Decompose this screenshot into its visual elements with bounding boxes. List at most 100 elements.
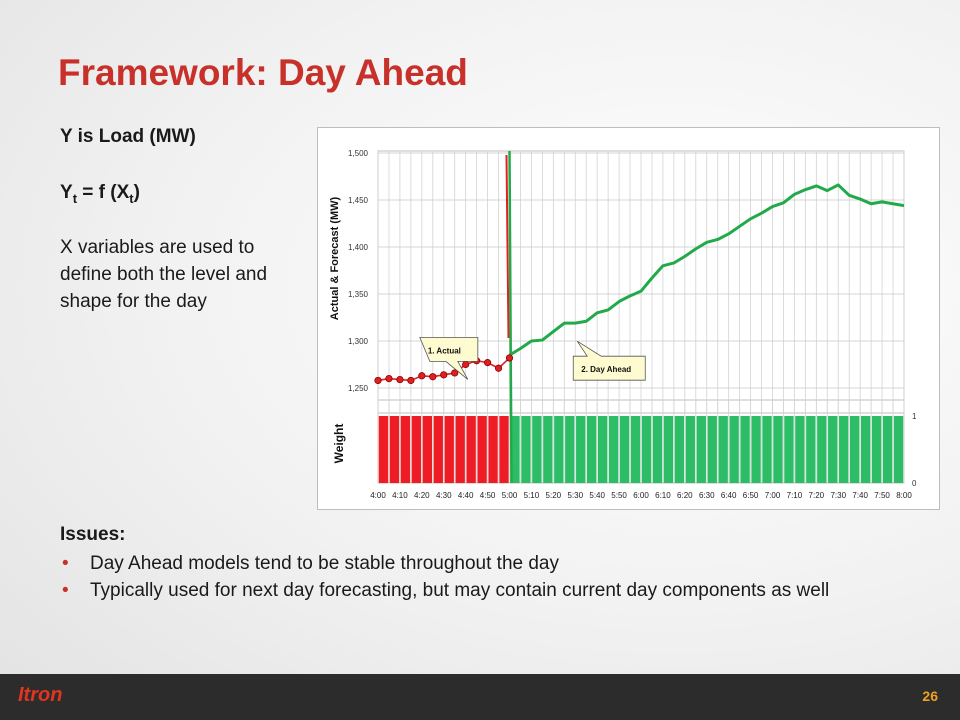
actual-divider-line xyxy=(505,154,510,339)
actual-point xyxy=(396,375,404,384)
x-tick-label: 5:40 xyxy=(589,491,605,500)
forecast-callout-box xyxy=(572,340,646,381)
y-tick-label: 1,300 xyxy=(348,337,369,346)
weight-axis-title: Weight xyxy=(332,424,346,464)
forecast-callout-label: 2. Day Ahead xyxy=(581,365,631,374)
eq-close: ) xyxy=(133,182,140,203)
y-tick-label: 1,400 xyxy=(348,243,369,252)
weight-bar xyxy=(543,416,553,483)
weight-bar xyxy=(674,416,685,483)
weight-bar xyxy=(871,416,882,483)
weight-bar xyxy=(630,416,641,483)
weight-bar xyxy=(893,416,904,483)
x-tick-label: 4:50 xyxy=(480,491,496,500)
weight-bar xyxy=(521,416,531,483)
actual-point xyxy=(385,375,393,383)
issues-list: • Day Ahead models tend to be stable thro… xyxy=(60,550,860,604)
eq-sub-t1: t xyxy=(72,190,78,206)
x-tick-label: 4:40 xyxy=(458,491,474,500)
weight-bar xyxy=(608,416,619,483)
x-tick-label: 7:30 xyxy=(830,491,846,500)
actual-point xyxy=(374,376,382,385)
weight-bar xyxy=(532,416,542,483)
bullet-icon: • xyxy=(62,553,69,574)
weight-bar xyxy=(707,416,717,483)
weight-bar xyxy=(400,416,411,483)
weight-bar xyxy=(499,416,509,483)
chart-svg: 1,500 1,450 1,400 1,350 1,300 1,250 Actual & F… xyxy=(329,149,917,500)
issue-item: • Day Ahead models tend to be stable thro… xyxy=(60,550,860,577)
actual-point xyxy=(505,354,514,362)
weight-bar xyxy=(554,416,564,483)
weight-bar xyxy=(817,416,827,483)
weight-bar xyxy=(784,416,794,483)
weight-bar xyxy=(433,416,443,483)
y-tick-label: 1,450 xyxy=(348,196,369,205)
weight-bar xyxy=(576,416,586,483)
eq-sub-t2: t xyxy=(129,190,134,206)
weight-bar xyxy=(828,416,838,483)
weight-bar xyxy=(389,416,400,483)
weight-bar xyxy=(444,416,454,483)
footer-bar: Itron 26 xyxy=(0,674,960,720)
forecast-line xyxy=(508,183,905,357)
x-tick-label: 6:00 xyxy=(633,491,649,500)
x-tick-label: 4:20 xyxy=(414,491,430,500)
weight-bar xyxy=(696,416,706,483)
x-tick-label: 5:00 xyxy=(502,491,518,500)
x-tick-label: 4:10 xyxy=(392,491,408,500)
x-variables-description: X variables are used to define both the … xyxy=(60,237,268,312)
x-tick-label: 6:30 xyxy=(699,491,715,500)
x-tick-label: 5:30 xyxy=(567,491,583,500)
weight-bar xyxy=(477,416,487,483)
x-tick-label: 6:10 xyxy=(655,491,671,500)
weight-bar xyxy=(839,416,849,483)
actual-point xyxy=(483,359,492,367)
x-tick-label: 4:00 xyxy=(370,491,386,500)
weight-bar xyxy=(422,416,432,483)
weight-bar xyxy=(850,416,860,483)
x-tick-label: 6:20 xyxy=(677,491,693,500)
actual-callout-label: 1. Actual xyxy=(428,346,461,355)
weight-bar xyxy=(488,416,498,483)
actual-point xyxy=(451,369,459,377)
eq-y: Y xyxy=(60,182,73,203)
itron-logo: Itron xyxy=(18,684,63,706)
x-tick-label: 5:20 xyxy=(546,491,562,500)
x-tick-label: 5:50 xyxy=(611,491,627,500)
weight-bar xyxy=(740,416,750,483)
x-tick-label: 8:00 xyxy=(896,491,912,500)
weight-bar xyxy=(806,416,816,483)
issue-text: Typically used for next day forecasting,… xyxy=(90,580,830,601)
actual-point xyxy=(440,371,448,379)
load-definition: Y is Load (MW) xyxy=(60,126,196,147)
x-tick-label: 7:00 xyxy=(765,491,781,500)
slide-title: Framework: Day Ahead xyxy=(58,52,468,93)
weight-bar xyxy=(455,416,465,483)
actual-point xyxy=(429,373,437,381)
eq-mid: = f (X xyxy=(77,182,130,203)
x-tick-label: 5:10 xyxy=(524,491,540,500)
weight-bar xyxy=(597,416,608,483)
weight-bar xyxy=(751,416,761,483)
weight-bar xyxy=(685,416,695,483)
x-tick-label: 7:10 xyxy=(787,491,803,500)
weight-bar xyxy=(663,416,674,483)
issues-section: Issues: • Day Ahead models tend to be sta… xyxy=(60,524,860,604)
function-equation: Yt = f (Xt) xyxy=(60,182,140,206)
actual-point xyxy=(418,372,426,380)
weight-bar xyxy=(795,416,805,483)
x-tick-label: 4:30 xyxy=(436,491,452,500)
weight-bar xyxy=(882,416,893,483)
actual-point xyxy=(462,360,470,369)
issue-item: • Typically used for next day forecasting… xyxy=(60,577,860,604)
x-tick-label: 6:40 xyxy=(721,491,737,500)
y-tick-label: 1,350 xyxy=(348,290,369,299)
weight-bar xyxy=(619,416,630,483)
weight-bar xyxy=(652,416,663,483)
actual-point xyxy=(407,376,415,385)
weight-tick-label: 0 xyxy=(912,479,917,488)
weight-bar xyxy=(641,416,652,483)
x-tick-label: 7:50 xyxy=(874,491,890,500)
actual-point xyxy=(494,364,503,372)
